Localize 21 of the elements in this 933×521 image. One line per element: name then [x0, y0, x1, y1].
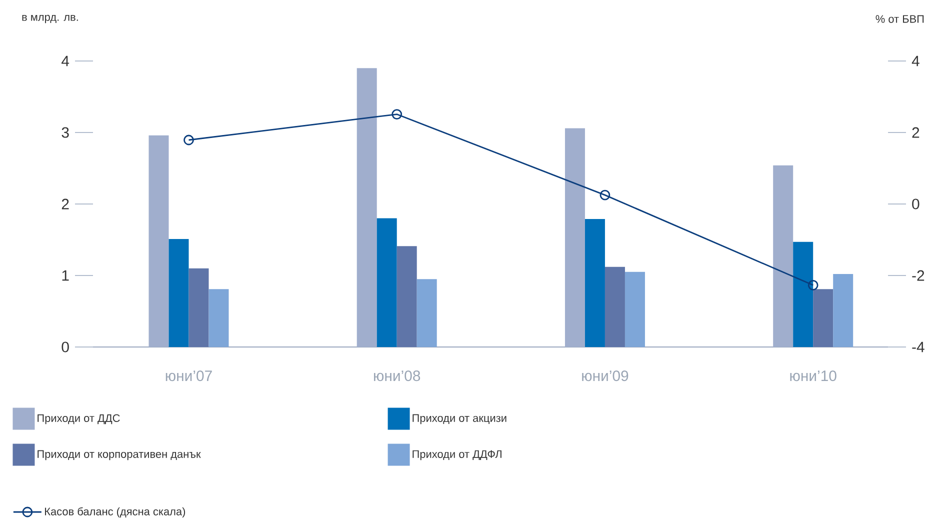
- x-tick-label: юни’10: [790, 370, 836, 382]
- legend-label: Приходи от ДДС: [38, 414, 120, 424]
- y2-axis-title: % от БВП: [876, 15, 924, 23]
- legend-label: Приходи от ДДФЛ: [412, 450, 502, 460]
- x-tick-label: юни’07: [166, 370, 212, 382]
- y-tick-label: 2: [62, 198, 69, 210]
- y2-tick-label: 0: [912, 198, 920, 210]
- legend-label: Приходи от корпоративен данък: [38, 450, 201, 460]
- y2-tick-label: 2: [912, 127, 920, 138]
- x-tick-label: юни’08: [374, 370, 420, 382]
- legend-label: Касов баланс (дясна скала): [45, 507, 186, 518]
- y-tick-label: 0: [62, 342, 69, 352]
- y-tick-label: 3: [62, 127, 69, 138]
- y-axis-title: в млрд. лв.: [22, 14, 78, 24]
- y2-tick-label: -2: [912, 270, 924, 281]
- x-tick-label: юни’09: [582, 370, 628, 382]
- y-tick-label: 4: [62, 56, 70, 66]
- y-tick-label: 1: [62, 270, 69, 281]
- y2-tick-label: 4: [912, 56, 920, 66]
- y2-tick-label: -4: [912, 342, 924, 352]
- legend-label: Приходи от акцизи: [412, 414, 506, 424]
